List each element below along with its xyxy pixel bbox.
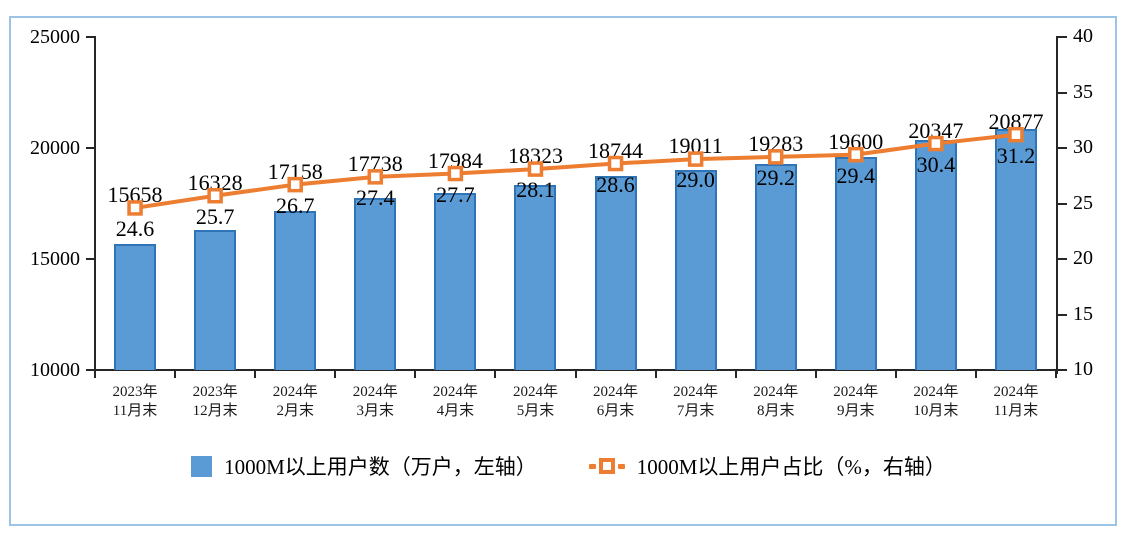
x-axis-tick bbox=[334, 369, 337, 378]
left-axis-tick-label: 20000 bbox=[30, 137, 80, 159]
right-axis-tick bbox=[1057, 258, 1067, 260]
left-axis-tick bbox=[86, 36, 95, 38]
x-axis-category-label: 2024年 8月末 bbox=[753, 384, 799, 419]
bar bbox=[274, 211, 317, 370]
x-axis-category-label: 2024年 2月末 bbox=[272, 384, 318, 419]
right-axis-tick-label: 10 bbox=[1073, 358, 1093, 380]
bar-value-label: 20877 bbox=[988, 108, 1044, 134]
legend-line-series-label: 1000M以上用户占比（%，右轴） bbox=[636, 455, 946, 479]
right-axis-line bbox=[1056, 36, 1058, 374]
x-axis-category-label: 2024年 11月末 bbox=[993, 384, 1039, 419]
x-axis-tick bbox=[494, 369, 497, 378]
x-axis-category-label: 2024年 10月末 bbox=[913, 384, 959, 419]
right-axis-tick-label: 20 bbox=[1073, 247, 1093, 269]
legend-marker-square bbox=[598, 458, 615, 474]
x-axis-tick bbox=[894, 369, 897, 378]
left-axis-tick bbox=[86, 369, 95, 371]
right-axis-tick bbox=[1057, 91, 1067, 94]
right-axis-tick-label: 35 bbox=[1073, 80, 1093, 103]
left-axis-tick-label: 15000 bbox=[30, 248, 80, 270]
legend-dash-right bbox=[617, 463, 625, 469]
bar bbox=[354, 198, 397, 370]
x-axis-tick bbox=[1055, 369, 1057, 378]
right-axis-tick bbox=[1057, 313, 1067, 316]
right-axis-tick-label: 25 bbox=[1073, 191, 1093, 214]
line-percent-label: 24.6 bbox=[115, 215, 155, 241]
bar bbox=[594, 175, 637, 370]
x-axis-category-label: 2024年 4月末 bbox=[432, 384, 478, 419]
x-axis-category-label: 2023年 11月末 bbox=[112, 384, 158, 419]
line-series-marker-icon bbox=[588, 458, 625, 474]
x-axis-tick bbox=[814, 369, 817, 378]
x-axis-tick bbox=[734, 369, 737, 378]
line-percent-label: 31.2 bbox=[996, 142, 1036, 168]
right-axis-tick-label: 30 bbox=[1073, 136, 1093, 158]
x-axis-tick bbox=[94, 369, 96, 378]
x-axis-tick bbox=[574, 369, 577, 378]
x-axis-category-label: 2024年 9月末 bbox=[833, 384, 879, 419]
left-axis-tick-label: 25000 bbox=[30, 26, 80, 48]
bar bbox=[114, 244, 157, 370]
x-axis-category-label: 2024年 7月末 bbox=[673, 384, 719, 419]
legend-item-bar-series: 1000M以上用户数（万户，左轴） bbox=[191, 451, 537, 481]
left-axis-tick bbox=[86, 147, 95, 149]
bar bbox=[194, 229, 237, 370]
bar bbox=[754, 163, 797, 370]
right-axis-tick bbox=[1057, 369, 1067, 371]
bar bbox=[834, 156, 877, 370]
x-axis-tick bbox=[974, 369, 977, 378]
right-axis-tick-label: 40 bbox=[1073, 25, 1093, 47]
x-axis-category-label: 2024年 5月末 bbox=[512, 384, 558, 419]
x-axis-category-label: 2023年 12月末 bbox=[192, 384, 238, 419]
x-axis-category-label: 2024年 6月末 bbox=[593, 384, 639, 419]
bar bbox=[514, 185, 557, 370]
x-axis-tick bbox=[254, 369, 257, 378]
x-axis-tick bbox=[174, 369, 177, 378]
left-axis-line bbox=[94, 36, 96, 373]
right-axis-tick bbox=[1057, 36, 1067, 38]
legend: 1000M以上用户数（万户，左轴） 1000M以上用户占比（%，右轴） bbox=[0, 451, 1137, 481]
legend-bar-series-label: 1000M以上用户数（万户，左轴） bbox=[224, 455, 537, 479]
x-axis-tick bbox=[414, 369, 417, 378]
right-axis-tick bbox=[1057, 147, 1067, 149]
right-axis-tick-label: 15 bbox=[1073, 302, 1093, 325]
bar bbox=[674, 169, 717, 370]
legend-item-line-series: 1000M以上用户占比（%，右轴） bbox=[588, 451, 946, 481]
x-axis-category-label: 2024年 3月末 bbox=[352, 384, 398, 419]
left-axis-tick-label: 10000 bbox=[30, 359, 80, 381]
x-axis-tick bbox=[654, 369, 657, 378]
left-axis-tick bbox=[86, 258, 95, 260]
right-axis-tick bbox=[1057, 202, 1067, 205]
legend-dash-left bbox=[588, 463, 596, 469]
bar bbox=[434, 192, 477, 370]
bar-series-swatch-icon bbox=[191, 455, 213, 477]
